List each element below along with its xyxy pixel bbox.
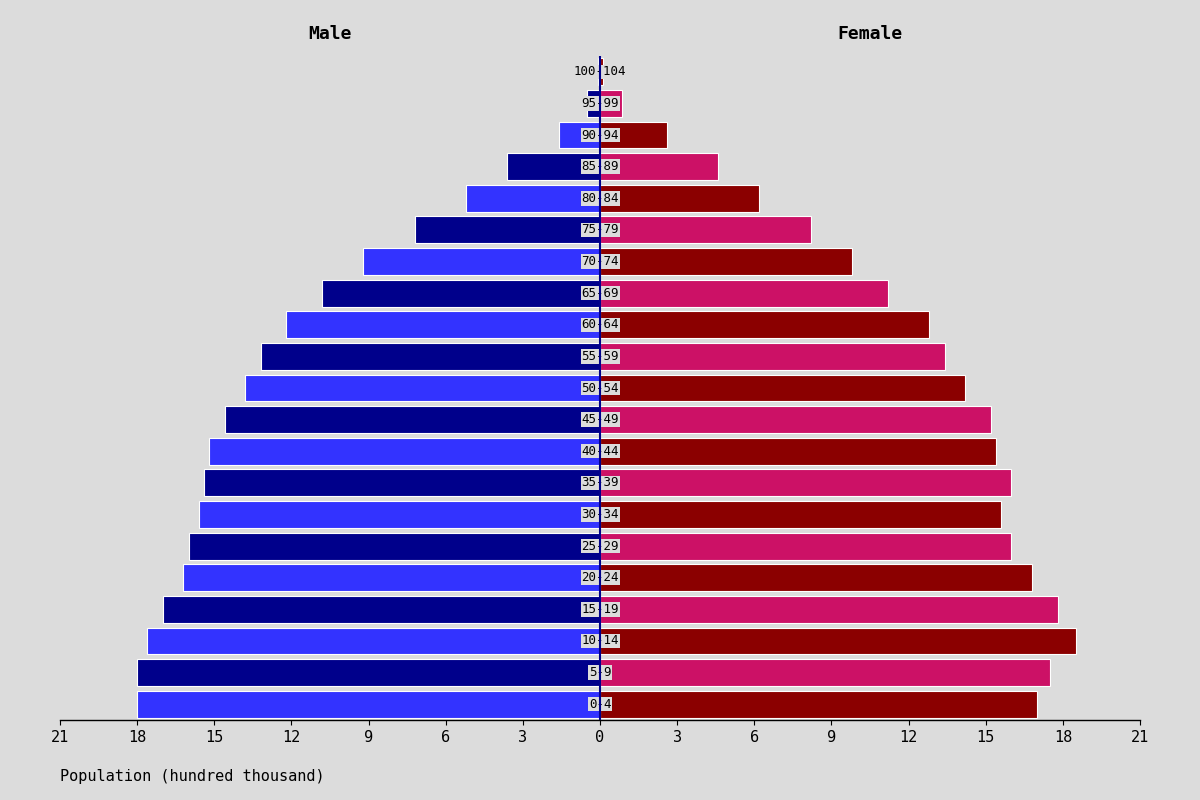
Text: 0-4: 0-4	[589, 698, 611, 710]
Text: 70-74: 70-74	[581, 255, 619, 268]
Text: 10-14: 10-14	[581, 634, 619, 647]
Bar	[415, 217, 600, 243]
Text: Male: Male	[308, 26, 352, 43]
Bar	[600, 470, 1012, 496]
Bar	[600, 311, 929, 338]
Bar	[600, 438, 996, 465]
Text: 95-99: 95-99	[581, 97, 619, 110]
Bar	[600, 58, 604, 86]
Bar	[600, 533, 1012, 559]
Bar	[137, 690, 600, 718]
Bar	[600, 217, 811, 243]
Bar	[598, 58, 600, 86]
Text: 55-59: 55-59	[581, 350, 619, 363]
Bar	[364, 248, 600, 275]
Text: 40-44: 40-44	[581, 445, 619, 458]
Bar	[600, 122, 667, 149]
Text: Female: Female	[838, 26, 902, 43]
Text: 60-64: 60-64	[581, 318, 619, 331]
Bar	[600, 280, 888, 306]
Text: Population (hundred thousand): Population (hundred thousand)	[60, 769, 325, 784]
Text: 75-79: 75-79	[581, 223, 619, 237]
Text: 100-104: 100-104	[574, 66, 626, 78]
Bar	[600, 90, 622, 117]
Bar	[600, 248, 852, 275]
Bar	[224, 406, 600, 433]
Bar	[204, 470, 600, 496]
Text: 5-9: 5-9	[589, 666, 611, 679]
Bar	[199, 501, 600, 528]
Bar	[467, 185, 600, 212]
Bar	[600, 501, 1001, 528]
Bar	[209, 438, 600, 465]
Bar	[600, 596, 1057, 622]
Bar	[245, 374, 600, 402]
Text: 65-69: 65-69	[581, 286, 619, 300]
Text: 25-29: 25-29	[581, 539, 619, 553]
Text: 90-94: 90-94	[581, 129, 619, 142]
Text: 45-49: 45-49	[581, 413, 619, 426]
Text: 35-39: 35-39	[581, 476, 619, 490]
Bar	[137, 659, 600, 686]
Text: 80-84: 80-84	[581, 192, 619, 205]
Bar	[600, 564, 1032, 591]
Bar	[600, 374, 965, 402]
Bar	[188, 533, 600, 559]
Bar	[559, 122, 600, 149]
Text: 20-24: 20-24	[581, 571, 619, 584]
Bar	[600, 690, 1037, 718]
Bar	[184, 564, 600, 591]
Bar	[260, 343, 600, 370]
Bar	[163, 596, 600, 622]
Bar	[287, 311, 600, 338]
Bar	[600, 185, 760, 212]
Bar	[600, 659, 1050, 686]
Bar	[587, 90, 600, 117]
Bar	[600, 343, 944, 370]
Bar	[600, 627, 1075, 654]
Text: 50-54: 50-54	[581, 382, 619, 394]
Bar	[600, 406, 991, 433]
Bar	[600, 154, 719, 180]
Text: 15-19: 15-19	[581, 603, 619, 616]
Text: 85-89: 85-89	[581, 160, 619, 173]
Text: 30-34: 30-34	[581, 508, 619, 521]
Bar	[323, 280, 600, 306]
Bar	[148, 627, 600, 654]
Bar	[508, 154, 600, 180]
